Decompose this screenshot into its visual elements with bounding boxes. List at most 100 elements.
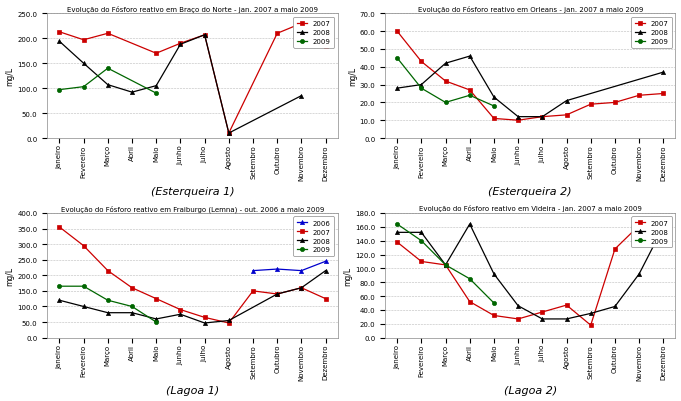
- 2008: [128, 91, 136, 95]
- 2008: [393, 230, 401, 235]
- Line: 2008: 2008: [57, 34, 304, 136]
- 2007: [514, 119, 522, 124]
- 2007: [441, 263, 449, 267]
- 2007: [55, 30, 63, 35]
- 2008: [417, 230, 426, 235]
- 2008: [55, 298, 63, 303]
- 2008: [659, 225, 667, 230]
- 2007: [200, 33, 208, 38]
- 2009: [55, 88, 63, 93]
- 2007: [80, 38, 88, 43]
- 2008: [80, 304, 88, 309]
- 2008: [225, 131, 233, 136]
- Y-axis label: mg/L: mg/L: [5, 266, 14, 285]
- Line: 2006: 2006: [251, 259, 328, 273]
- Line: 2007: 2007: [395, 30, 665, 123]
- 2007: [321, 44, 330, 49]
- 2007: [298, 22, 306, 26]
- 2007: [586, 323, 595, 328]
- Line: 2009: 2009: [395, 57, 496, 109]
- 2007: [225, 131, 233, 136]
- 2008: [128, 310, 136, 315]
- 2007: [298, 286, 306, 290]
- 2007: [635, 93, 644, 98]
- 2008: [659, 71, 667, 75]
- 2008: [490, 95, 498, 100]
- 2009: [104, 67, 112, 71]
- Y-axis label: mg/L: mg/L: [343, 266, 352, 285]
- 2008: [55, 40, 63, 45]
- 2008: [298, 94, 306, 99]
- 2008: [176, 312, 185, 317]
- 2009: [393, 56, 401, 61]
- 2007: [514, 317, 522, 322]
- 2009: [466, 93, 474, 98]
- 2009: [152, 91, 160, 96]
- Legend: 2007, 2008, 2009: 2007, 2008, 2009: [294, 18, 334, 49]
- 2008: [298, 286, 306, 290]
- 2008: [563, 317, 571, 322]
- 2007: [321, 296, 330, 301]
- 2008: [104, 83, 112, 88]
- 2007: [538, 115, 546, 120]
- 2007: [225, 321, 233, 326]
- 2007: [586, 103, 595, 107]
- 2008: [152, 317, 160, 322]
- 2008: [321, 269, 330, 273]
- 2006: [321, 259, 330, 264]
- Title: Evolução do Fósforo reativo em Videira - jan. 2007 a maio 2009: Evolução do Fósforo reativo em Videira -…: [419, 205, 642, 212]
- 2008: [176, 43, 185, 48]
- Y-axis label: mg/L: mg/L: [348, 67, 357, 86]
- 2009: [441, 263, 449, 267]
- 2006: [249, 269, 257, 273]
- 2007: [417, 60, 426, 65]
- Title: Evolução do Fósforo reativo em Fraiburgo (Lemna) - out. 2006 a maio 2009: Evolução do Fósforo reativo em Fraiburgo…: [61, 205, 324, 212]
- 2009: [55, 284, 63, 289]
- 2008: [563, 99, 571, 104]
- 2007: [104, 269, 112, 273]
- 2007: [393, 240, 401, 245]
- 2008: [490, 272, 498, 277]
- 2008: [538, 317, 546, 322]
- 2007: [393, 30, 401, 34]
- Legend: 2007, 2008, 2009: 2007, 2008, 2009: [631, 18, 672, 49]
- 2007: [563, 303, 571, 308]
- 2007: [55, 225, 63, 230]
- 2009: [417, 87, 426, 91]
- X-axis label: (Lagoa 2): (Lagoa 2): [504, 385, 557, 395]
- 2007: [200, 315, 208, 320]
- 2008: [514, 115, 522, 120]
- 2007: [466, 300, 474, 304]
- X-axis label: (Esterqueira 2): (Esterqueira 2): [488, 186, 572, 196]
- Line: 2007: 2007: [57, 22, 328, 136]
- 2008: [466, 55, 474, 59]
- 2007: [538, 310, 546, 315]
- 2007: [441, 79, 449, 84]
- 2008: [200, 33, 208, 38]
- 2007: [417, 259, 426, 264]
- 2008: [611, 304, 619, 309]
- 2007: [273, 32, 281, 36]
- 2009: [441, 101, 449, 105]
- 2007: [176, 308, 185, 312]
- 2008: [200, 321, 208, 326]
- 2007: [659, 219, 667, 224]
- 2007: [563, 113, 571, 118]
- 2007: [152, 52, 160, 57]
- 2007: [128, 286, 136, 290]
- 2008: [635, 272, 644, 277]
- Line: 2009: 2009: [57, 284, 158, 324]
- 2008: [586, 311, 595, 316]
- 2007: [659, 92, 667, 97]
- 2008: [225, 318, 233, 323]
- 2008: [273, 292, 281, 297]
- 2007: [490, 313, 498, 318]
- 2009: [152, 320, 160, 325]
- 2006: [298, 269, 306, 273]
- X-axis label: (Lagoa 1): (Lagoa 1): [166, 385, 219, 395]
- 2009: [466, 277, 474, 282]
- Line: 2007: 2007: [395, 220, 665, 328]
- 2008: [514, 304, 522, 308]
- Title: Evolução do Fósforo reativo em Braço do Norte - jan. 2007 a maio 2009: Evolução do Fósforo reativo em Braço do …: [67, 6, 318, 12]
- Line: 2007: 2007: [57, 225, 328, 325]
